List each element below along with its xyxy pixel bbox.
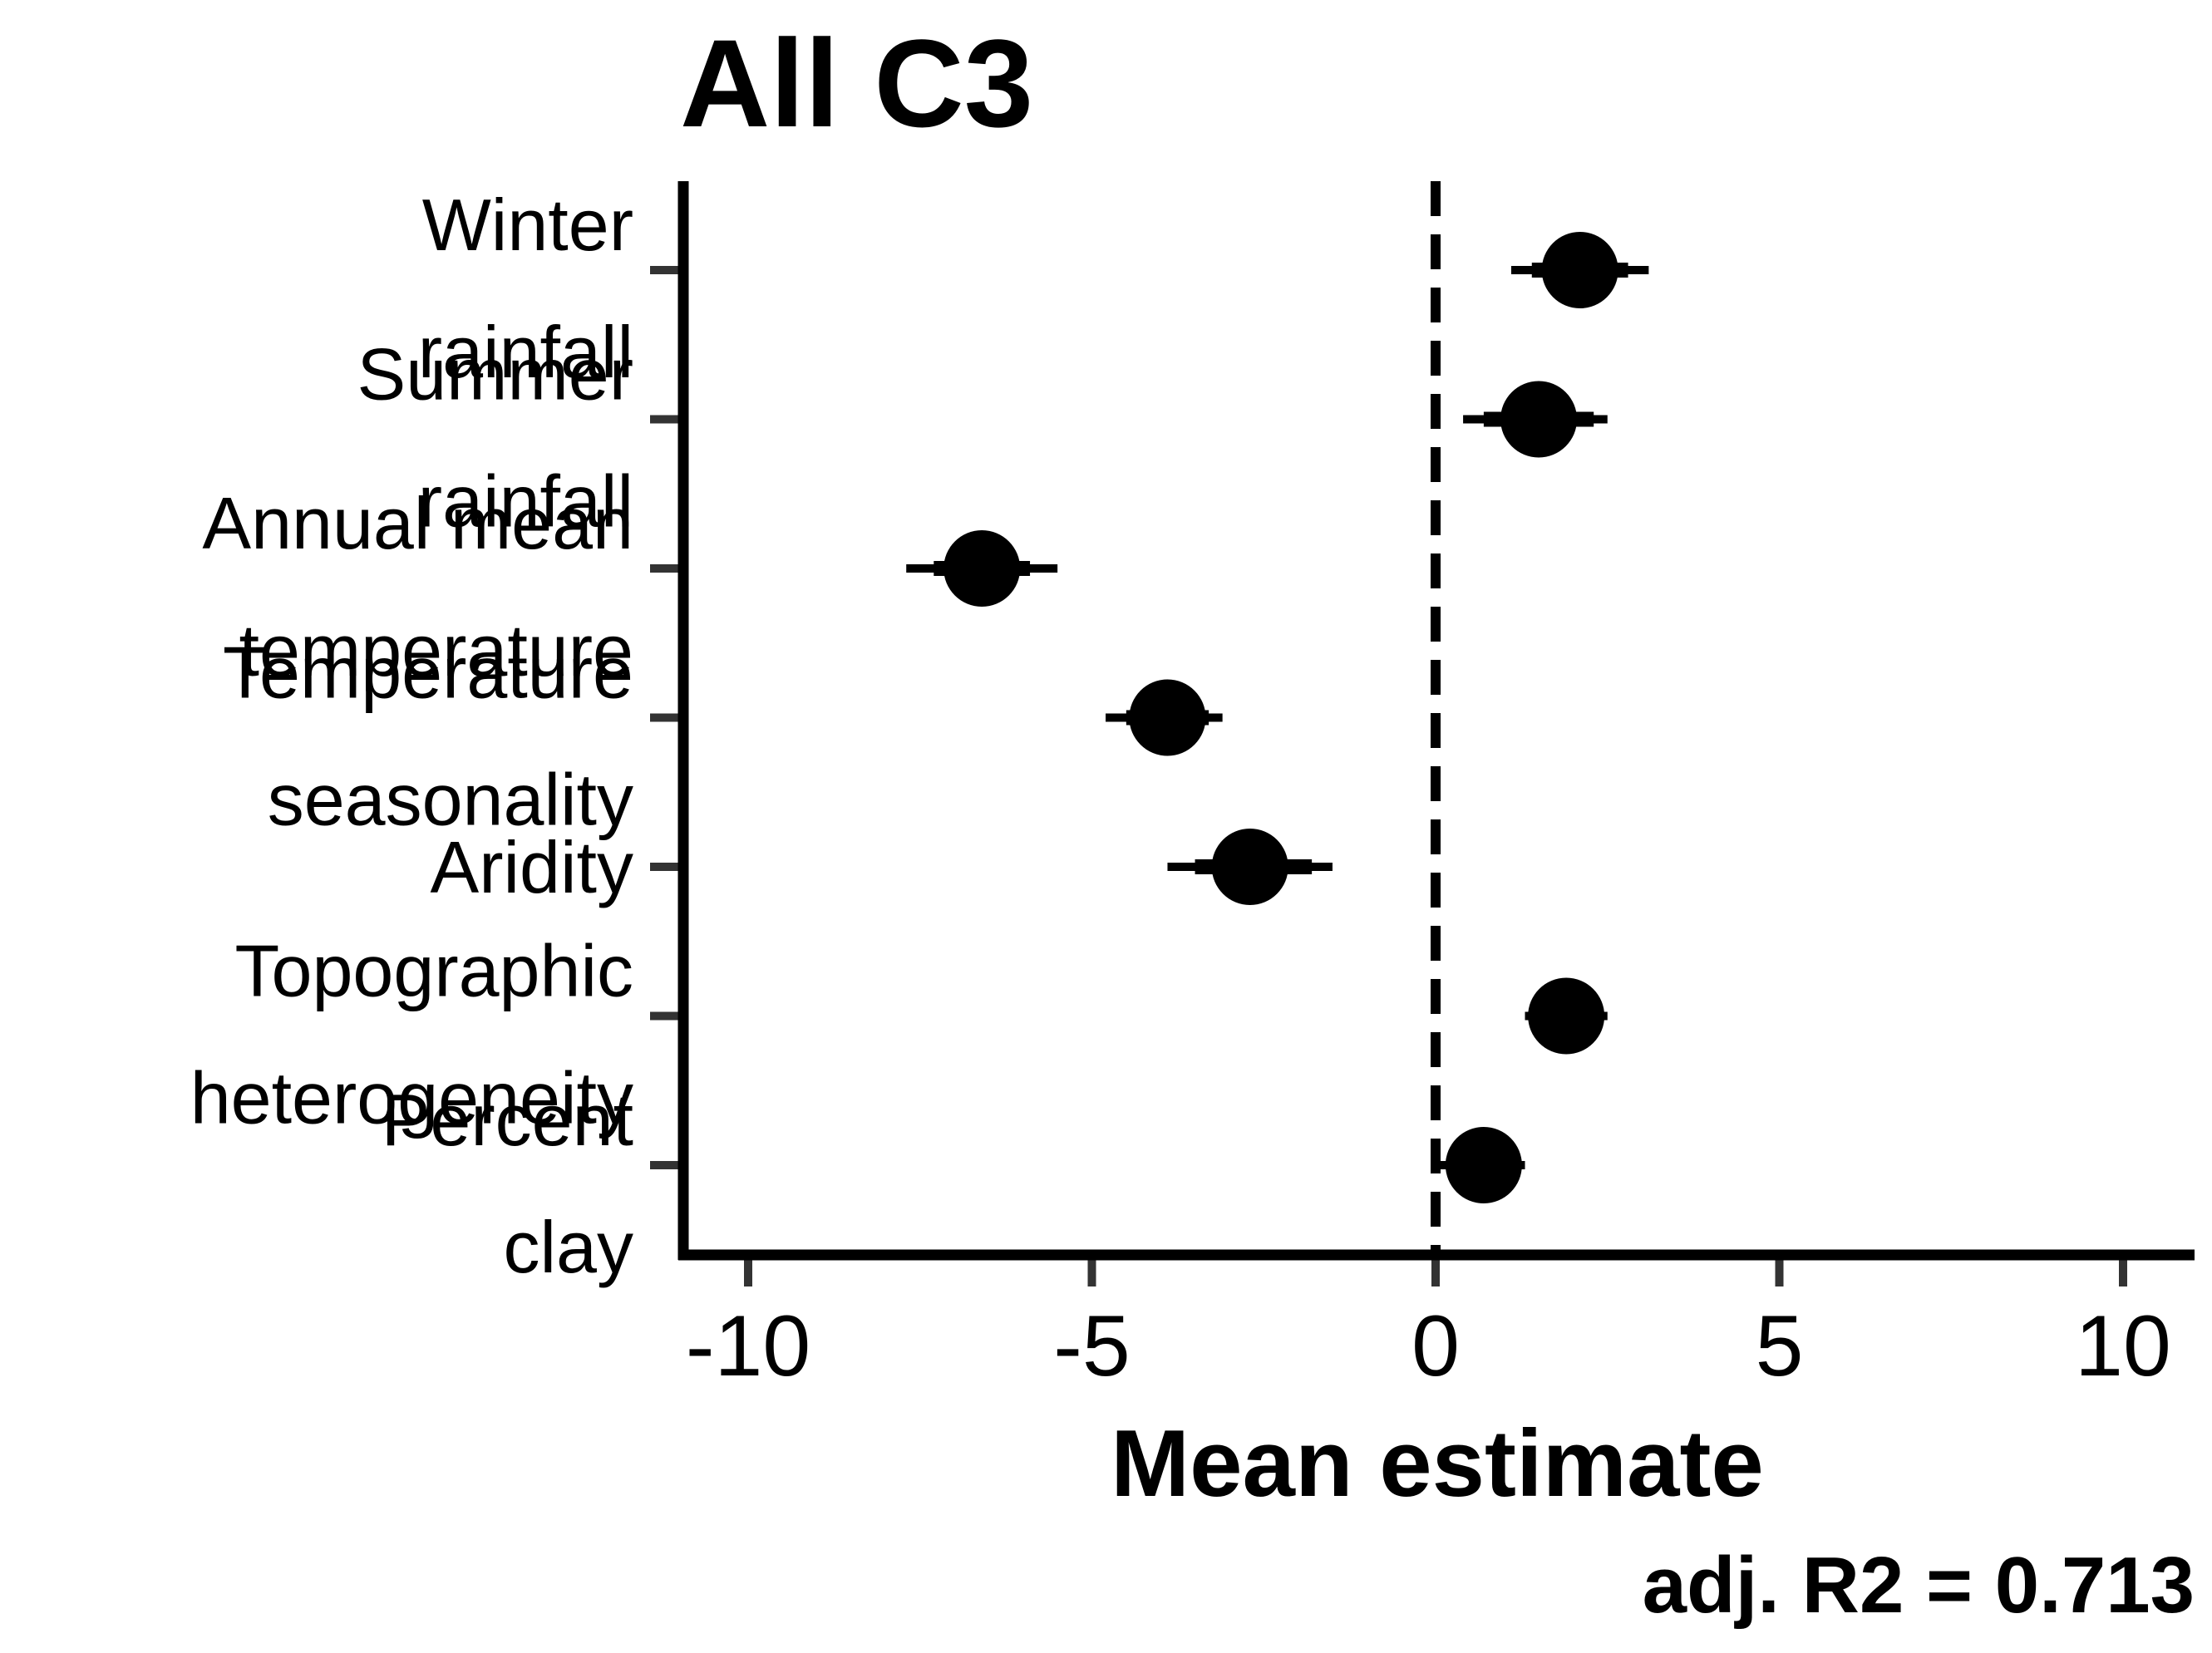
y-tick-label: Summer — [357, 333, 634, 416]
estimate-point — [1528, 977, 1605, 1055]
estimate-point — [1541, 232, 1618, 308]
x-tick-label: 0 — [1411, 1298, 1460, 1395]
x-tick-label: -10 — [686, 1298, 810, 1395]
y-tick-label: Aridity — [431, 826, 634, 908]
x-tick-label: 10 — [2075, 1298, 2171, 1395]
y-tick-label: clay — [504, 1206, 634, 1288]
x-tick-label: 5 — [1756, 1298, 1804, 1395]
x-tick-label: -5 — [1053, 1298, 1130, 1395]
plot-area: -10 -5 0 5 10WinterrainfallSummerrainfallAnn… — [190, 181, 2195, 1395]
estimate-point — [1211, 829, 1288, 905]
x-axis-label: Mean estimate — [1111, 1411, 1764, 1517]
estimate-point — [1445, 1127, 1522, 1203]
y-tick-label: Winter — [422, 184, 633, 266]
y-tick-label: Annual mean — [202, 482, 633, 564]
estimate-point — [1500, 381, 1578, 458]
estimate-point — [943, 530, 1021, 607]
y-tick-label: rainfall — [418, 311, 633, 393]
y-tick-label: heterogeneity — [190, 1057, 633, 1139]
y-tick-label: Temperature — [223, 632, 633, 714]
y-tick-label: Percent — [382, 1079, 633, 1161]
y-tick-label: seasonality — [268, 759, 633, 841]
y-tick-label: temperature — [239, 609, 633, 691]
estimate-point — [1129, 679, 1206, 756]
y-tick-label: Topographic — [235, 930, 633, 1012]
chart-title: All C3 — [680, 13, 1033, 153]
y-tick-label: rainfall — [418, 460, 633, 543]
r2-annotation: adj. R2 = 0.713 — [1643, 1541, 2195, 1630]
